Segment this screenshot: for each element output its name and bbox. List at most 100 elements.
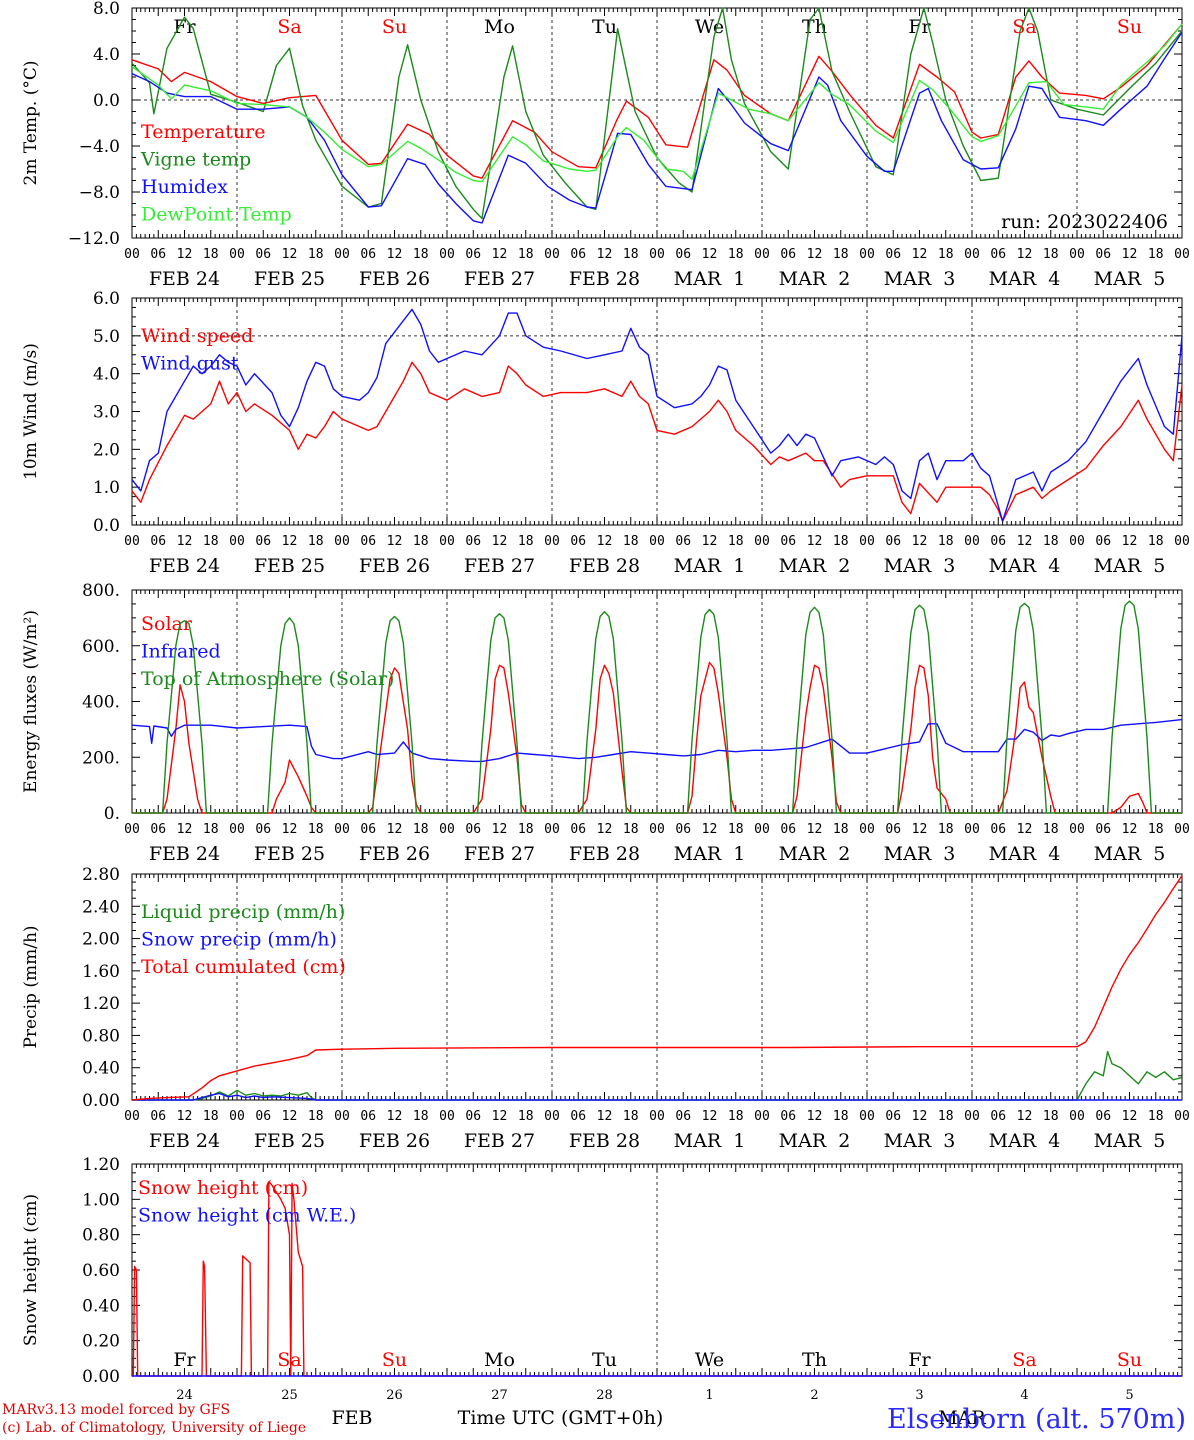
weekday-label: Sa [277, 1349, 301, 1371]
date-label: MAR 4 [989, 843, 1061, 865]
y-tick-label: 0.0 [93, 91, 120, 111]
hour-label: 00 [544, 822, 560, 837]
y-tick-label: 0.80 [82, 1026, 120, 1046]
hour-label: 00 [334, 534, 350, 549]
hour-label: 18 [518, 247, 534, 262]
hour-label: 12 [597, 534, 613, 549]
weekday-label: Th [802, 1349, 827, 1371]
hour-label: 00 [964, 822, 980, 837]
legend-entry: Infrared [141, 641, 221, 663]
y-tick-label: −8.0 [79, 183, 120, 203]
hour-label: 00 [1069, 822, 1085, 837]
hour-label: 12 [387, 534, 403, 549]
hour-label: 06 [885, 247, 901, 262]
hour-label: 18 [413, 1109, 429, 1124]
hour-label: 00 [754, 1109, 770, 1124]
legend-entry: Snow precip (mm/h) [141, 929, 337, 951]
hour-label: 18 [1043, 1109, 1059, 1124]
hour-label: 12 [387, 822, 403, 837]
hour-label: 18 [1148, 1109, 1164, 1124]
date-label: MAR 3 [884, 1130, 956, 1152]
y-tick-label: 4.0 [93, 45, 120, 65]
hour-label: 18 [623, 822, 639, 837]
hour-label: 18 [1148, 822, 1164, 837]
hour-label: 00 [439, 534, 455, 549]
series-line-temperature [131, 23, 1183, 179]
legend-entry: DewPoint Temp [141, 204, 292, 226]
date-label: FEB 27 [464, 555, 535, 577]
hour-label: 00 [229, 1109, 245, 1124]
hour-label: 18 [833, 1109, 849, 1124]
date-label: FEB 24 [149, 268, 220, 290]
hour-label: 06 [150, 534, 166, 549]
date-label: MAR 2 [779, 268, 851, 290]
series-line-dewpoint-temp [131, 23, 1183, 183]
hour-label: 18 [518, 1109, 534, 1124]
hour-label: 06 [570, 1109, 586, 1124]
y-tick-label: 800. [82, 581, 120, 601]
hour-label: 12 [282, 1109, 298, 1124]
y-tick-label: −12.0 [68, 229, 120, 249]
date-label: MAR 2 [779, 843, 851, 865]
hour-label: 00 [754, 534, 770, 549]
weekday-label: Su [1117, 16, 1142, 38]
hour-label: 06 [885, 1109, 901, 1124]
station-label: Elsenborn (alt. 570m) [887, 1404, 1186, 1435]
hour-label: 06 [1095, 1109, 1111, 1124]
date-label: MAR 5 [1094, 268, 1166, 290]
date-label: FEB 26 [359, 555, 430, 577]
date-label: MAR 1 [674, 268, 746, 290]
date-label: FEB 28 [569, 555, 640, 577]
hour-label: 12 [912, 1109, 928, 1124]
y-tick-label: 600. [82, 637, 120, 657]
hour-label: 18 [518, 822, 534, 837]
hour-label: 12 [282, 534, 298, 549]
hour-label: 06 [570, 247, 586, 262]
hour-label: 06 [990, 247, 1006, 262]
hour-label: 18 [728, 534, 744, 549]
date-label: FEB 24 [149, 555, 220, 577]
hour-label: 12 [1017, 1109, 1033, 1124]
day-number-label: 24 [176, 1388, 193, 1403]
hour-label: 00 [964, 534, 980, 549]
hour-label: 12 [1122, 1109, 1138, 1124]
date-label: FEB 24 [149, 1130, 220, 1152]
hour-label: 06 [675, 247, 691, 262]
hour-label: 00 [334, 1109, 350, 1124]
series-line-wind-speed [131, 361, 1183, 522]
hour-label: 00 [1174, 822, 1190, 837]
x-axis-title: Time UTC (GMT+0h) [458, 1407, 664, 1429]
weekday-label: Fr [908, 16, 931, 38]
panel-4: 2.80 2.40 2.00 1.60 1.20 0.80 0.40 0.00 Precip (… [21, 865, 1190, 1152]
hour-label: 06 [1095, 822, 1111, 837]
y-tick-label: 2.40 [82, 897, 120, 917]
date-label: FEB 28 [569, 843, 640, 865]
date-label: MAR 5 [1094, 555, 1166, 577]
y-tick-label: 1.20 [82, 1155, 120, 1175]
hour-label: 06 [150, 822, 166, 837]
y-tick-label: 0.80 [82, 1226, 120, 1246]
weekday-label: Sa [1012, 1349, 1036, 1371]
weekday-label: Sa [277, 16, 301, 38]
hour-label: 06 [780, 534, 796, 549]
hour-label: 06 [255, 822, 271, 837]
y-tick-label: 1.0 [93, 478, 120, 498]
y-tick-label: 0.00 [82, 1367, 120, 1387]
hour-label: 00 [1174, 534, 1190, 549]
legend-entry: Total cumulated (cm) [141, 956, 346, 978]
weekday-label: Fr [908, 1349, 931, 1371]
y-tick-label: 1.20 [82, 994, 120, 1014]
hour-label: 00 [1174, 1109, 1190, 1124]
hour-label: 12 [597, 1109, 613, 1124]
y-tick-label: 0.20 [82, 1332, 120, 1352]
hour-label: 18 [308, 247, 324, 262]
hour-label: 18 [623, 534, 639, 549]
y-tick-label: 400. [82, 693, 120, 713]
hour-label: 00 [439, 1109, 455, 1124]
legend-entry: Humidex [141, 176, 228, 198]
weekday-label: Mo [484, 1349, 515, 1371]
day-number-label: 25 [281, 1388, 298, 1403]
day-number-label: 5 [1125, 1388, 1133, 1403]
date-label: MAR 3 [884, 843, 956, 865]
hour-label: 12 [702, 534, 718, 549]
